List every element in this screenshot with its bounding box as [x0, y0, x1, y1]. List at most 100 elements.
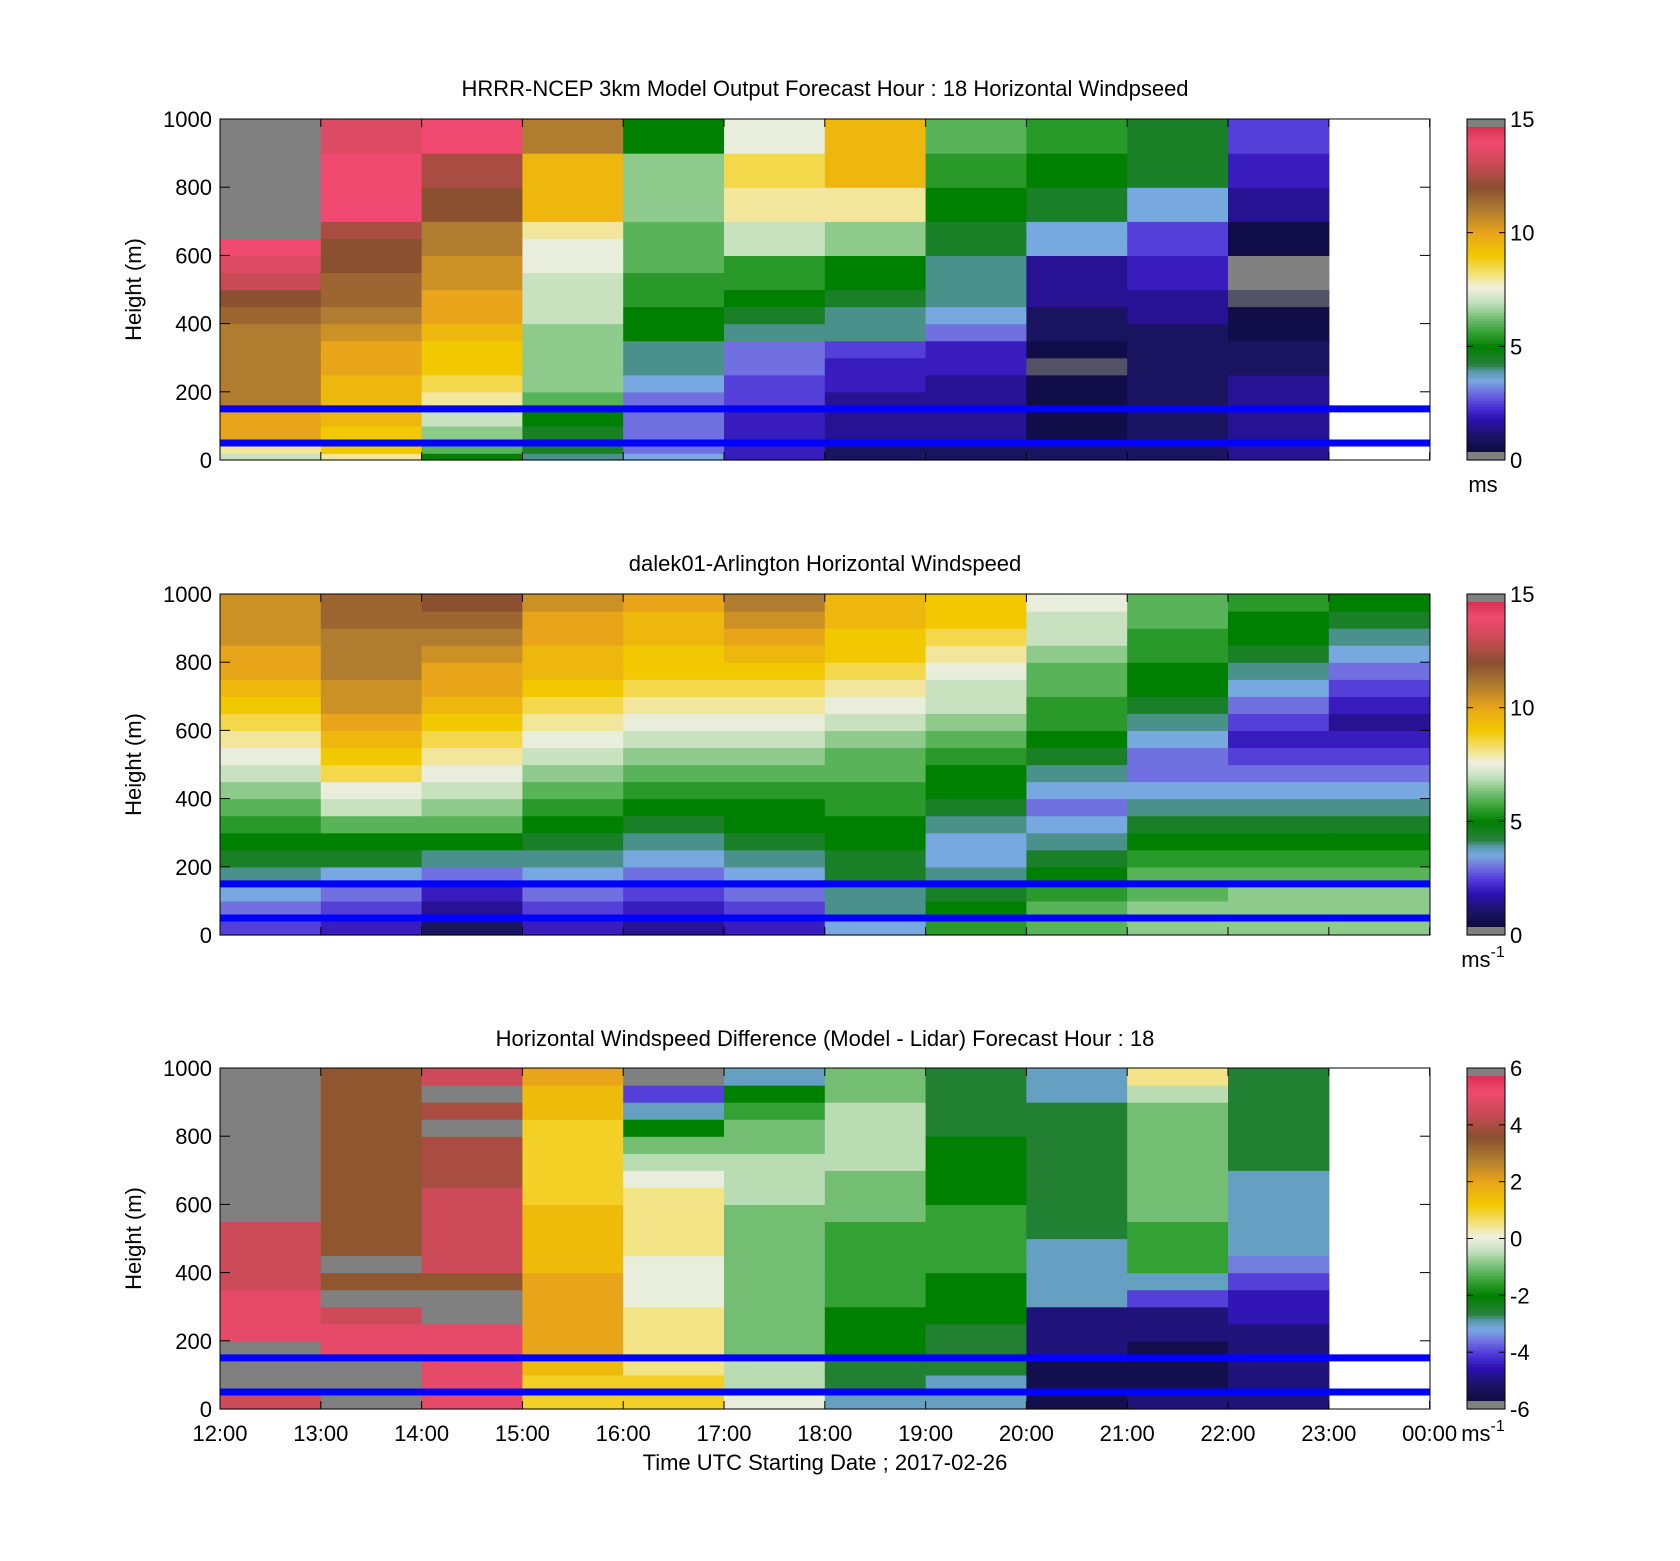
heatmap-cell — [724, 594, 826, 612]
colorbar-tick-label: 10 — [1510, 696, 1534, 721]
colorbar-segment — [1467, 167, 1505, 171]
heatmap-cell — [421, 323, 523, 342]
heatmap-cell — [623, 1374, 725, 1393]
heatmap-cell — [522, 442, 624, 454]
colorbar-segment — [1467, 878, 1505, 882]
heatmap-cell — [320, 221, 423, 239]
heatmap-cell — [925, 628, 1027, 646]
heatmap-cell — [1127, 1187, 1229, 1205]
heatmap-cell — [925, 391, 1027, 410]
heatmap-cell — [623, 340, 725, 359]
heatmap-cell — [1026, 645, 1128, 663]
colorbar-segment — [1467, 175, 1505, 180]
colorbar-segment — [1467, 130, 1505, 134]
colorbar: 0 5 10 15 ms — [1466, 107, 1534, 497]
colorbar-segment — [1467, 838, 1505, 842]
heatmap-cell — [1026, 357, 1128, 376]
heatmap-cell — [623, 408, 725, 427]
colorbar-segment — [1467, 710, 1505, 714]
colorbar-segment — [1467, 619, 1505, 624]
colorbar-segment — [1467, 423, 1505, 427]
heatmap-cells — [220, 594, 1431, 936]
colorbar-segment — [1467, 292, 1505, 296]
heatmap-cell — [1026, 747, 1128, 766]
heatmap-cell — [220, 781, 322, 800]
heatmap-cell — [724, 781, 826, 800]
heatmap-cell — [1228, 357, 1330, 376]
colorbar-segment — [1467, 252, 1505, 256]
heatmap-cell — [1228, 849, 1330, 868]
heatmap-cell — [220, 255, 322, 274]
colorbar-segment — [1467, 693, 1505, 697]
colorbar-segment — [1467, 1136, 1505, 1140]
colorbar-segment — [1467, 192, 1505, 197]
heatmap-cell — [824, 238, 927, 256]
heatmap-cell — [1127, 1085, 1229, 1103]
colorbar-segment — [1467, 1187, 1505, 1191]
heatmap-cell — [522, 832, 624, 851]
heatmap-cell — [1228, 866, 1330, 885]
colorbar-segment — [1467, 704, 1505, 709]
colorbar-segment — [1467, 920, 1505, 925]
heatmap-cell — [220, 1187, 322, 1205]
heatmap-cell — [1228, 408, 1330, 427]
heatmap-cell — [824, 611, 927, 629]
colorbar-segment — [1467, 377, 1505, 382]
colorbar-segment — [1467, 272, 1505, 276]
heatmap-cell — [1127, 611, 1229, 629]
x-tick-label: 23:00 — [1301, 1421, 1356, 1446]
heatmap-cell — [1026, 408, 1128, 427]
colorbar-segment — [1467, 144, 1505, 149]
heatmap-cell — [1228, 1323, 1330, 1342]
heatmap-cell — [220, 1391, 322, 1410]
heatmap-cell — [320, 866, 423, 885]
colorbar-segment — [1467, 170, 1505, 174]
heatmap-cell — [522, 425, 624, 444]
colorbar-segment — [1467, 755, 1505, 760]
x-tick-label: 21:00 — [1100, 1421, 1155, 1446]
heatmap-cell — [1026, 1187, 1128, 1205]
colorbar-segment — [1467, 773, 1505, 777]
x-tick-label: 16:00 — [596, 1421, 651, 1446]
colorbar-segment — [1467, 1386, 1505, 1390]
heatmap-cell — [925, 1187, 1027, 1205]
colorbar-segment — [1467, 875, 1505, 879]
heatmap-cell — [1127, 645, 1229, 663]
heatmap-cell — [421, 1289, 523, 1308]
colorbar-segment — [1467, 1121, 1505, 1126]
colorbar-segment — [1467, 613, 1505, 618]
heatmap-cell — [220, 594, 322, 612]
colorbar-tick-label: 5 — [1510, 809, 1522, 834]
heatmap-cell — [1228, 374, 1330, 393]
colorbar-segment — [1467, 1085, 1505, 1089]
heatmap-cell — [320, 1085, 423, 1103]
heatmap-cell — [623, 730, 725, 749]
heatmap-cell — [824, 187, 927, 222]
colorbar-segment — [1467, 1389, 1505, 1393]
heatmap-cell — [1228, 798, 1330, 817]
y-tick-label: 600 — [175, 718, 212, 743]
heatmap-cell — [1228, 900, 1330, 919]
heatmap-cell — [1328, 883, 1431, 902]
heatmap-cell — [1026, 453, 1128, 461]
heatmap-cell — [522, 1204, 624, 1223]
colorbar-segment — [1467, 764, 1505, 768]
heatmap-cell — [522, 1170, 624, 1188]
heatmap-cell — [1328, 866, 1431, 885]
heatmap-cell — [824, 781, 927, 800]
colorbar-segment — [1467, 1110, 1505, 1115]
heatmap-cell — [220, 1306, 322, 1325]
heatmap-cell — [522, 730, 624, 749]
heatmap-cell — [421, 340, 523, 359]
panel-title: dalek01-Arlington Horizontal Windspeed — [629, 551, 1022, 576]
heatmap-cell — [1026, 391, 1128, 410]
heatmap-cell — [824, 1153, 927, 1171]
colorbar-segment — [1467, 716, 1505, 720]
heatmap-cell — [724, 1391, 826, 1410]
panel-3: 0 200 400 600 800 1000 12:00 13:00 14:00 15:00 16:… — [121, 1026, 1530, 1475]
colorbar-segment — [1467, 852, 1505, 857]
heatmap-cell — [220, 866, 322, 885]
colorbar-segment — [1467, 232, 1505, 237]
heatmap-cell — [724, 713, 826, 731]
heatmap-cell — [320, 357, 423, 376]
